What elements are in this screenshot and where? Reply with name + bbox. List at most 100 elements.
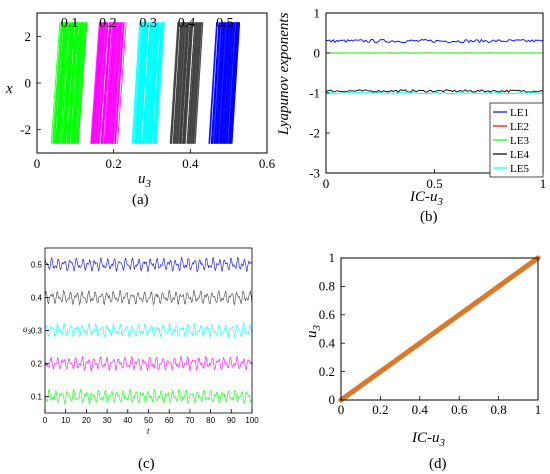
panel-a-trajectory-line <box>140 22 149 144</box>
panel-b-series-le1 <box>326 38 544 44</box>
panel-c-xtick-label: 0 <box>43 416 48 425</box>
panel-a-trajectory-line <box>50 22 61 144</box>
panel-a-trajectory-line <box>172 22 182 144</box>
panel-a-xlabel: u3 <box>138 171 152 190</box>
panel-a-xtick-label: 0.2 <box>106 156 122 171</box>
panel-a-trajectory-line <box>193 22 203 144</box>
panel-a-trajectory-line <box>229 22 238 144</box>
panel-c-ytick-label: 0.3 <box>31 326 43 335</box>
panel-a-trajectory-line <box>114 22 124 144</box>
panel-c-xtick-label: 10 <box>61 416 70 425</box>
panel-d-ylabel-base: u <box>304 331 320 339</box>
panel-a-trajectory-line <box>137 22 146 144</box>
panel-d: 0 0.2 0.4 0.6 0.8 110.80.60.40.20 u3 IC-u3 (d… <box>304 250 541 472</box>
panel-b-xlabel-base: IC-u <box>409 189 438 205</box>
panel-c-xtick-label: 70 <box>185 416 194 425</box>
panel-a-trajectory-line <box>144 22 154 144</box>
panel-b-ylabel: Lyapunov exponents <box>276 12 292 136</box>
panel-c-plot-area <box>44 256 253 405</box>
panel-a-trajectory-line <box>220 22 230 144</box>
panel-a-trajectory-line <box>175 22 185 144</box>
panel-a-trajectory-line <box>231 22 240 144</box>
panel-a-trajectory-line <box>191 22 200 144</box>
panel-a-trajectory-line <box>180 22 189 144</box>
panel-a-trajectory-line <box>133 22 143 144</box>
panel-c-ylabel: u3 <box>23 325 31 336</box>
panel-a-trajectory-line <box>193 22 202 144</box>
panel-a-trajectory-line <box>138 22 147 144</box>
panel-b-ytick-label: 0 <box>314 46 321 61</box>
panel-a-trajectory-line <box>62 22 72 144</box>
panel-a-trajectory-line <box>67 22 78 144</box>
panel-c-ylabel-base: u <box>23 325 28 334</box>
panel-a-trajectory-line <box>70 22 81 144</box>
panel-b-plot-area <box>325 38 544 95</box>
panel-a-trajectory-line <box>171 22 180 144</box>
panel-a-trajectory-line <box>173 22 182 144</box>
panel-a-trajectory-line <box>53 22 64 144</box>
panel-a-trajectory-line <box>216 22 226 144</box>
panel-b-caption: (b) <box>420 209 438 225</box>
panel-a-trajectory-line <box>139 22 148 144</box>
panel-b: 0 0.5 1 1 0 -1 -2 -3 Lyapunov exponents IC-u3 (… <box>276 6 546 225</box>
panel-a-trajectory-line <box>77 22 88 144</box>
panel-a-trajectory-line <box>221 22 231 144</box>
panel-a-trajectory-line <box>93 22 103 144</box>
panel-a-trajectory-line <box>155 22 165 144</box>
panel-a-trajectory-line <box>109 22 119 144</box>
panel-a-trajectory-line <box>156 22 165 144</box>
panel-a-series-label: 0.4 <box>178 16 196 31</box>
panel-c-xtick-label: 90 <box>227 416 236 425</box>
panel-a-trajectory-line <box>135 22 145 144</box>
panel-a-trajectory-line <box>229 22 239 144</box>
panel-c-xtick-label: 50 <box>144 416 153 425</box>
panel-a-trajectory-line <box>209 22 218 144</box>
panel-a-trajectory-line <box>95 22 106 144</box>
panel-a-trajectory-line <box>107 22 117 144</box>
panel-a-trajectory-line <box>177 22 186 144</box>
panel-a-trajectory-line <box>52 22 62 144</box>
panel-a-trajectory-line <box>176 22 185 144</box>
panel-a-trajectory-line <box>152 22 162 144</box>
panel-c-caption: (c) <box>138 456 155 472</box>
panel-a-ytick-label: 0 <box>25 76 32 91</box>
panel-a-trajectory-line <box>103 22 113 144</box>
panel-c-xtick-label: 40 <box>123 416 132 425</box>
panel-a-trajectory-line <box>73 22 83 144</box>
panel-b-legend-label: LE2 <box>510 121 529 133</box>
panel-a-trajectory-line <box>94 22 105 144</box>
panel-a-series-label: 0.3 <box>139 16 157 31</box>
panel-a-trajectory-line <box>69 22 79 144</box>
panel-a-trajectory-line <box>114 22 125 144</box>
panel-d-xlabel-sub: 3 <box>439 437 446 449</box>
panel-a-series-label: 0.1 <box>61 16 79 31</box>
panel-a-trajectory-line <box>145 22 154 144</box>
panel-a-trajectory-line <box>217 22 227 144</box>
panel-a-trajectory-line <box>174 22 183 144</box>
panel-b-legend-label: LE4 <box>510 149 529 161</box>
panel-a-trajectory-line <box>108 22 119 144</box>
panel-a-trajectory-line <box>71 22 82 144</box>
panel-a-trajectory-line <box>225 22 235 144</box>
panel-c-ytick-label: 0.1 <box>31 392 43 401</box>
panel-a-trajectory-line <box>91 22 102 144</box>
panel-a-trajectory-line <box>217 22 226 144</box>
panel-a-trajectory-line <box>179 22 188 144</box>
panel-a-xtick-label: 0.6 <box>259 156 276 171</box>
panel-d-xtick-label: 0.4 <box>412 402 429 417</box>
panel-a-trajectory-line <box>178 22 188 144</box>
panel-a-trajectory-line <box>143 22 153 144</box>
panel-a-trajectory-line <box>186 22 196 144</box>
panel-a-trajectory-line <box>135 22 144 144</box>
panel-c: 0 10 20 30 40 50 60 70 80 90 100 0.5 0.4 0.3 0.2 0.1 u3… <box>23 247 259 472</box>
panel-a-trajectory-line <box>93 22 104 144</box>
panel-a-trajectory-line <box>230 22 239 144</box>
panel-a-series-2: 0.2 <box>90 16 127 144</box>
panel-a-trajectory-line <box>224 22 233 144</box>
panel-c-ytick-label: 0.4 <box>31 293 43 302</box>
panel-a-trajectory-line <box>180 22 190 144</box>
panel-b-legend: LE1 LE2 LE3 LE4 LE5 <box>489 102 544 178</box>
panel-a-trajectory-line <box>56 22 66 144</box>
panel-d-ytick-label: 0.4 <box>319 335 336 350</box>
panel-a-trajectory-line <box>104 22 115 144</box>
